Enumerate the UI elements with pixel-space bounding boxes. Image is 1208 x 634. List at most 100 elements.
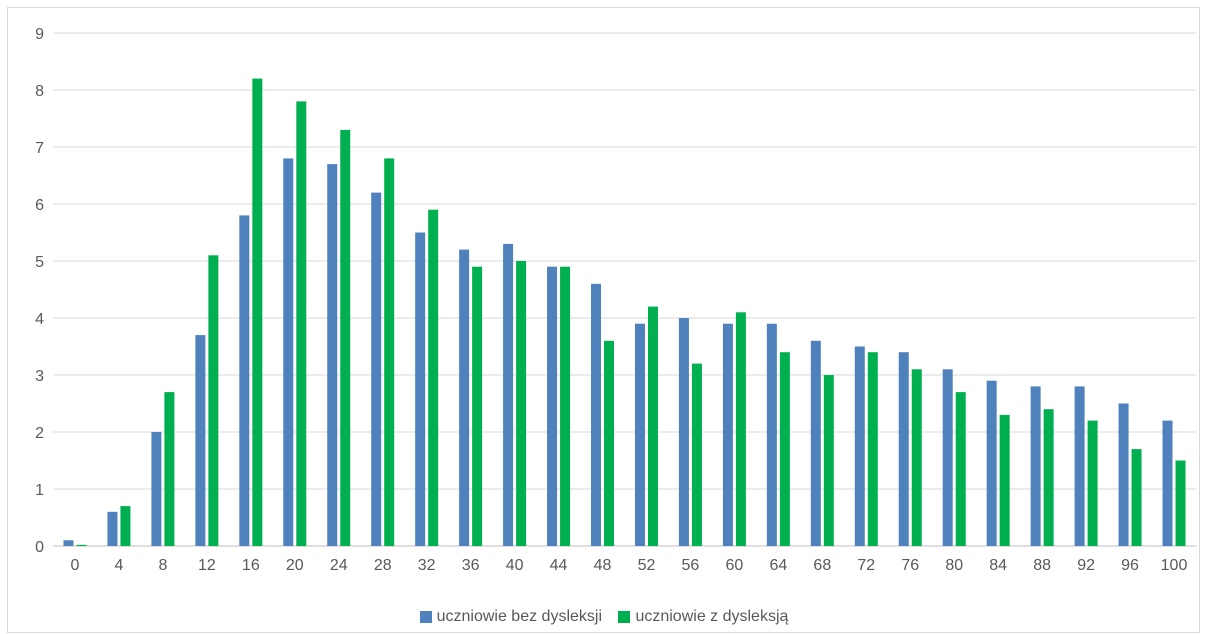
y-tick-label: 6: [35, 197, 44, 214]
bar-series-1-8: [151, 432, 162, 546]
bar-series-2-52: [647, 306, 658, 546]
bar-series-1-48: [591, 283, 602, 546]
bar-series-1-68: [810, 340, 821, 546]
legend-label: uczniowie bez dysleksji: [436, 608, 602, 625]
bar-series-1-32: [415, 232, 426, 546]
bar-series-1-72: [854, 346, 865, 546]
bar-series-2-40: [516, 261, 527, 546]
bar-series-1-28: [371, 192, 382, 546]
x-tick-label: 8: [158, 557, 167, 574]
x-tick-label: 44: [550, 557, 568, 574]
y-tick-label: 2: [35, 425, 44, 442]
bar-series-1-20: [283, 158, 294, 546]
y-tick-label: 3: [35, 368, 44, 385]
x-tick-label: 88: [1033, 557, 1051, 574]
bar-series-2-60: [735, 312, 746, 546]
x-tick-label: 4: [114, 557, 123, 574]
x-tick-label: 84: [989, 557, 1007, 574]
bar-series-2-32: [428, 209, 439, 546]
bar-series-2-80: [955, 392, 966, 546]
bar-series-1-52: [634, 323, 645, 546]
gridlines: [53, 32, 1196, 547]
y-tick-label: 5: [35, 254, 44, 271]
bar-series-1-24: [327, 164, 338, 546]
y-axis-ticks: 0 1 2 3 4 5 6 7 8 9: [35, 26, 44, 556]
x-tick-label: 24: [330, 557, 348, 574]
bar-series-1-60: [722, 323, 733, 546]
x-tick-label: 72: [857, 557, 875, 574]
y-tick-label: 4: [35, 311, 44, 328]
bar-series-2-12: [208, 255, 219, 547]
x-tick-label: 28: [374, 557, 392, 574]
x-tick-label: 20: [286, 557, 304, 574]
x-tick-label: 64: [769, 557, 787, 574]
bar-series-2-68: [823, 375, 834, 546]
x-tick-label: 60: [726, 557, 744, 574]
bar-series-1-16: [239, 215, 250, 546]
bar-series-1-12: [195, 335, 206, 546]
legend-label: uczniowie z dysleksją: [635, 608, 789, 625]
x-tick-label: 0: [71, 557, 80, 574]
bar-series-2-88: [1043, 409, 1054, 546]
bar-series-1-100: [1162, 420, 1173, 546]
bar-series-2-100: [1175, 460, 1186, 546]
x-tick-label: 92: [1077, 557, 1095, 574]
bar-series-2-92: [1087, 420, 1098, 546]
legend-swatch: [618, 611, 631, 623]
bar-series-2-8: [164, 392, 175, 546]
bar-series-2-4: [120, 506, 131, 546]
bar-series-2-76: [911, 369, 922, 546]
y-tick-label: 7: [35, 140, 44, 157]
legend: uczniowie bez dysleksji uczniowie z dysl…: [0, 608, 1208, 628]
x-tick-label: 96: [1121, 557, 1139, 574]
x-tick-label: 76: [901, 557, 919, 574]
bar-series-1-40: [503, 243, 514, 546]
bar-series-1-92: [1074, 386, 1085, 546]
bar-series-2-16: [252, 78, 263, 546]
y-tick-label: 1: [35, 482, 44, 499]
legend-item-series-2: uczniowie z dysleksją: [618, 608, 788, 626]
bar-series-2-72: [867, 352, 878, 546]
bar-series-2-56: [691, 363, 702, 546]
bar-series-1-44: [547, 266, 558, 546]
bar-series-2-36: [472, 266, 483, 546]
x-tick-label: 68: [813, 557, 831, 574]
x-tick-label: 100: [1161, 557, 1188, 574]
x-tick-label: 48: [594, 557, 612, 574]
bar-series-1-0: [63, 540, 74, 546]
legend-swatch: [419, 611, 432, 623]
bar-series-2-96: [1131, 449, 1142, 546]
bar-series-1-76: [898, 352, 909, 546]
bar-series-1-80: [942, 369, 953, 546]
x-tick-label: 32: [418, 557, 436, 574]
x-tick-label: 80: [945, 557, 963, 574]
x-tick-label: 52: [638, 557, 656, 574]
x-tick-label: 36: [462, 557, 480, 574]
bar-series-2-48: [604, 340, 615, 546]
y-tick-label: 9: [35, 26, 44, 43]
bar-series-2-64: [779, 352, 790, 546]
x-axis-ticks: 0 4 8 12 16 20 24 28 32 36 40 44 48 52 56 60 64 68 72 76 80 8…: [71, 557, 1188, 574]
bar-series-2-28: [384, 158, 395, 546]
bar-series-2-20: [296, 101, 307, 547]
x-tick-label: 40: [506, 557, 524, 574]
y-tick-label: 8: [35, 83, 44, 100]
bar-series-1-88: [1030, 386, 1041, 546]
bar-series-1-64: [766, 323, 777, 546]
bar-series-2-24: [340, 129, 351, 546]
x-tick-label: 12: [198, 557, 216, 574]
bar-series-2-84: [999, 414, 1010, 546]
bar-series-2-44: [560, 266, 571, 546]
bar-series-1-36: [459, 249, 470, 546]
bar-series-2-0: [76, 544, 87, 546]
y-tick-label: 0: [35, 539, 44, 556]
x-tick-label: 16: [242, 557, 260, 574]
x-tick-label: 56: [682, 557, 700, 574]
bar-series-1-56: [678, 318, 689, 546]
legend-item-series-1: uczniowie bez dysleksji: [419, 608, 602, 626]
bar-series-1-96: [1118, 403, 1129, 546]
bars: [63, 78, 1186, 547]
bar-series-1-84: [986, 380, 997, 546]
bar-series-1-4: [107, 511, 118, 546]
